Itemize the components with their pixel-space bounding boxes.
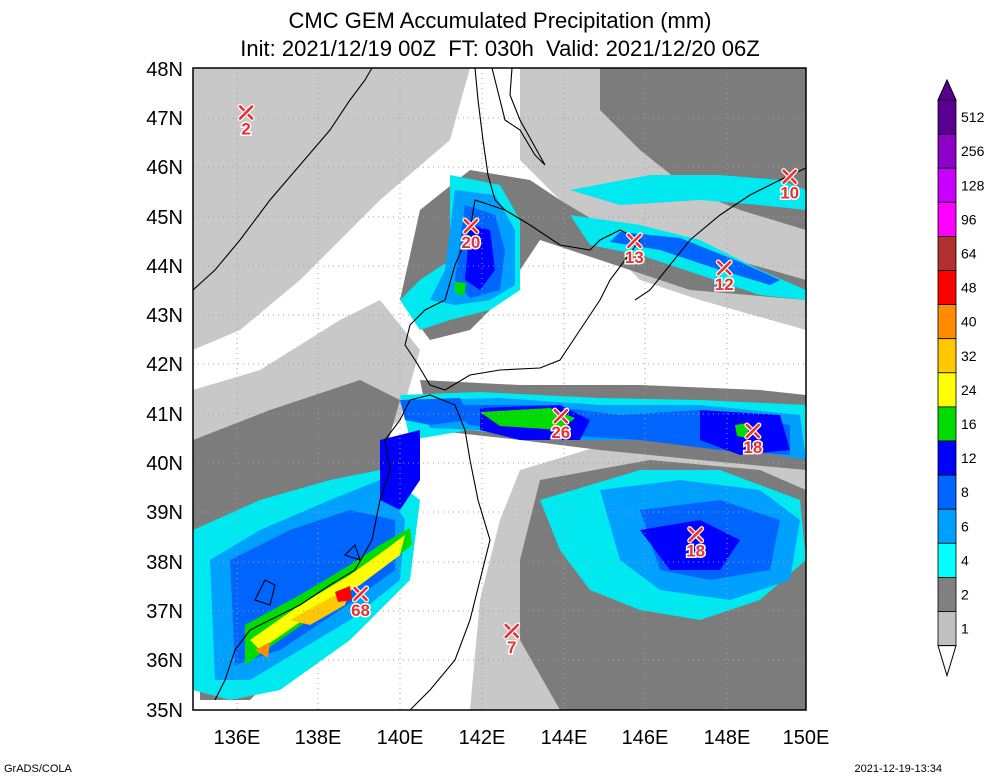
lat-label: 38N (146, 552, 183, 574)
legend-label: 48 (961, 280, 977, 296)
map-subtitle: Init: 2021/12/19 00Z FT: 030h Valid: 202… (240, 36, 760, 61)
cross-icon (353, 586, 368, 602)
timestamp-label: 2021-12-19-13:34 (854, 763, 942, 775)
lon-label: 142E (459, 727, 506, 749)
lat-label: 39N (146, 502, 183, 524)
legend-bottom-arrow (937, 645, 957, 678)
legend-label: 2 (961, 586, 969, 602)
lon-label: 146E (622, 727, 669, 749)
cross-icon (627, 233, 642, 249)
longitude-labels: 136E 138E 140E 142E 144E 146E 148E 150E (214, 727, 830, 749)
lat-label: 41N (146, 404, 183, 426)
marker-value: 7 (507, 638, 516, 657)
legend-swatch (937, 270, 957, 305)
legend-label: 12 (961, 450, 977, 466)
legend-swatch (937, 304, 957, 340)
lat-label: 40N (146, 453, 183, 475)
legend-label: 8 (961, 484, 969, 500)
lat-label: 43N (146, 305, 183, 327)
graticule (193, 68, 806, 710)
marker-value: 12 (715, 275, 734, 294)
marker-value: 2 (241, 119, 250, 138)
max-value-marker: 26 (550, 407, 572, 444)
legend-swatch (937, 133, 957, 169)
latitude-labels: 48N 47N 46N 45N 44N 43N 42N 41N 40N 39N … (146, 59, 183, 722)
legend-swatch (937, 611, 957, 646)
cross-icon (688, 527, 703, 542)
lon-label: 138E (295, 727, 342, 749)
legend-label: 40 (961, 314, 977, 330)
plot-frame (192, 67, 807, 711)
marker-value: 18 (686, 542, 705, 561)
legend-label: 64 (961, 245, 977, 261)
cross-icon (504, 623, 520, 639)
marker-value: 26 (551, 423, 570, 442)
marker-value: 68 (351, 601, 370, 620)
marker-value: 20 (461, 233, 480, 252)
coastlines (193, 68, 806, 710)
legend-swatch (937, 577, 957, 612)
lat-label: 42N (146, 354, 183, 376)
cross-icon (745, 423, 761, 439)
legend-label: 1 (961, 621, 969, 637)
lat-label: 44N (146, 256, 183, 278)
legend-label: 256 (961, 143, 985, 159)
legend-swatch (937, 508, 957, 544)
legend-label: 128 (961, 177, 985, 193)
cross-icon (238, 105, 254, 120)
legend-label: 24 (961, 382, 977, 398)
max-value-marker: 7 (503, 622, 521, 658)
legend-swatch (937, 474, 957, 510)
legend-top-arrow (937, 78, 957, 101)
legend-swatch (937, 542, 957, 578)
legend-label: 32 (961, 348, 977, 364)
lon-label: 144E (541, 727, 588, 749)
lat-label: 48N (146, 59, 183, 81)
max-value-marker: 12 (713, 259, 735, 296)
max-value-marker: 20 (460, 217, 482, 254)
lon-label: 148E (704, 727, 751, 749)
lat-label: 46N (146, 157, 183, 179)
legend-swatch (937, 99, 957, 135)
marker-value: 10 (780, 184, 799, 203)
lon-label: 136E (214, 727, 261, 749)
max-value-markers: 2 20 10 13 12 26 18 18 68 7 (237, 103, 801, 658)
max-value-marker: 13 (623, 232, 645, 268)
lon-label: 140E (377, 727, 424, 749)
max-value-marker: 18 (742, 422, 764, 458)
lat-label: 35N (146, 700, 183, 722)
legend-swatch (937, 201, 957, 237)
marker-value: 13 (625, 248, 644, 267)
legend-swatch (937, 235, 957, 271)
max-value-marker: 68 (350, 585, 372, 621)
max-value-marker: 10 (779, 168, 801, 204)
legend-label: 96 (961, 211, 977, 227)
max-value-marker: 2 (237, 103, 255, 140)
cross-icon (553, 408, 569, 424)
legend-swatch (937, 440, 957, 476)
map-title: CMC GEM Accumulated Precipitation (mm) (288, 8, 712, 33)
legend-swatch (937, 406, 957, 442)
max-value-marker: 18 (685, 526, 707, 562)
lat-label: 37N (146, 601, 183, 623)
cross-icon (463, 218, 479, 234)
legend-label: 4 (961, 552, 969, 568)
legend-swatch (937, 167, 957, 203)
lat-label: 45N (146, 207, 183, 229)
marker-value: 18 (743, 438, 762, 457)
legend-label: 512 (961, 109, 985, 125)
lat-label: 47N (146, 108, 183, 130)
cross-icon (716, 260, 732, 276)
cross-icon (782, 169, 797, 184)
credit-label: GrADS/COLA (4, 763, 72, 775)
legend-label: 16 (961, 416, 977, 432)
legend-swatch (937, 372, 957, 408)
lat-label: 36N (146, 650, 183, 672)
legend-swatch (937, 338, 957, 374)
legend-label: 6 (961, 518, 969, 534)
lon-label: 150E (783, 727, 830, 749)
precipitation-field (193, 68, 806, 710)
